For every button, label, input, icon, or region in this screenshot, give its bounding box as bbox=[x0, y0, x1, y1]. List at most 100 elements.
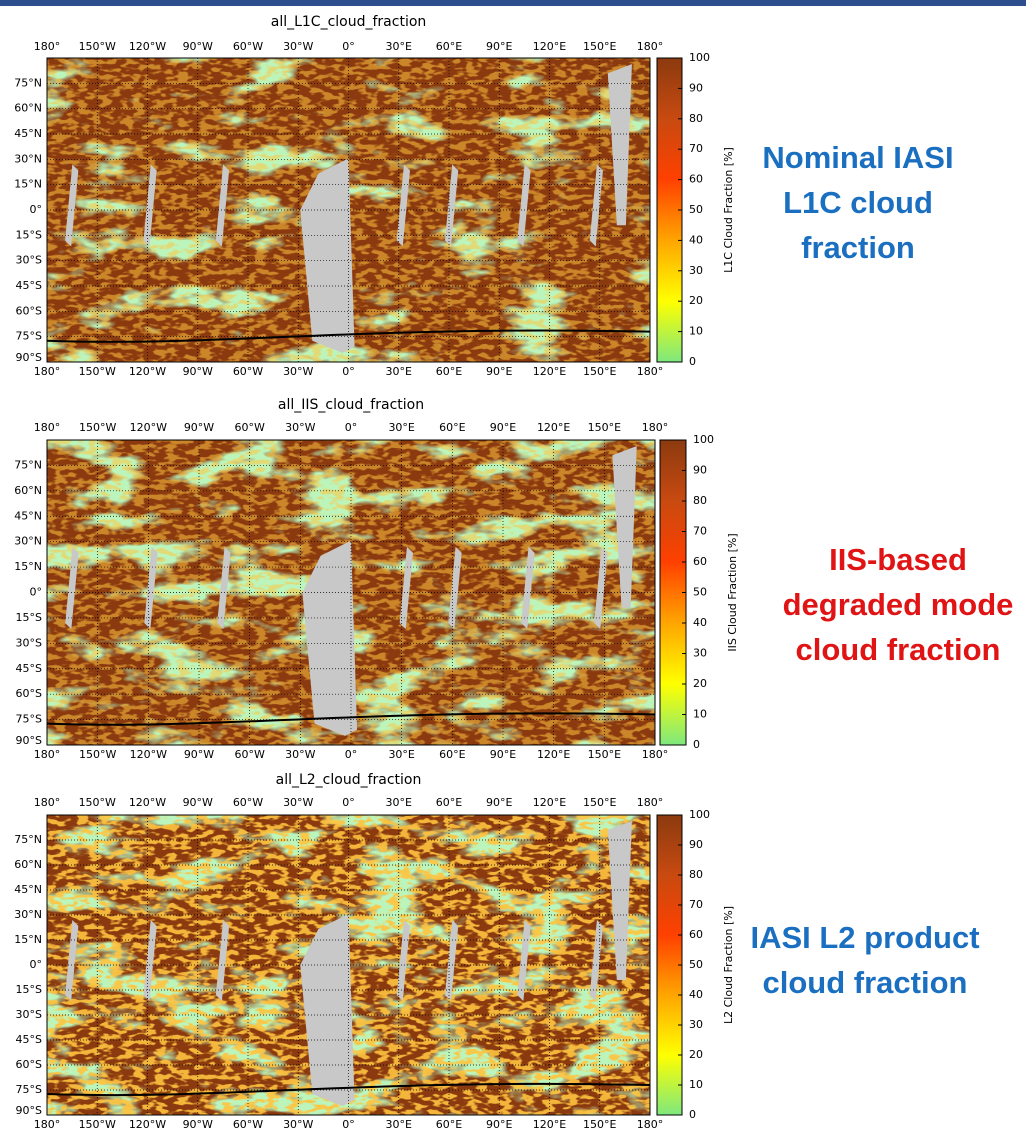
panel-title: all_L1C_cloud_fraction bbox=[271, 14, 427, 30]
colorbar-tick-label: 90 bbox=[693, 464, 707, 477]
lon-label: 0° bbox=[345, 748, 358, 761]
caption-line: cloud fraction bbox=[796, 632, 1001, 667]
lat-label: 15°S bbox=[16, 228, 42, 241]
lat-label: 45°S bbox=[16, 1033, 42, 1046]
lat-label: 0° bbox=[30, 203, 43, 216]
colorbar-tick-label: 70 bbox=[689, 142, 703, 155]
lat-label: 15°N bbox=[14, 933, 42, 946]
lat-label: 45°N bbox=[14, 127, 42, 140]
lon-label: 120°W bbox=[129, 40, 166, 53]
colorbar-label: L1C Cloud Fraction [%] bbox=[722, 147, 735, 273]
colorbar-tick-label: 0 bbox=[689, 355, 696, 368]
slide: all_L1C_cloud_fraction 180° 180° 150°W 150°W… bbox=[0, 0, 1026, 1133]
lon-label: 0° bbox=[342, 1118, 355, 1131]
colorbar-tick-label: 30 bbox=[689, 1018, 703, 1031]
colorbar-tick-label: 10 bbox=[689, 325, 703, 338]
lon-label: 30°W bbox=[285, 421, 315, 434]
colorbar-tick-label: 90 bbox=[689, 81, 703, 94]
lat-label: 15°N bbox=[14, 178, 42, 191]
lon-label: 120°W bbox=[130, 748, 167, 761]
lon-label: 180° bbox=[34, 1118, 61, 1131]
colorbar-tick-label: 30 bbox=[693, 647, 707, 660]
lon-label: 150°W bbox=[79, 421, 116, 434]
caption-line: cloud fraction bbox=[763, 965, 968, 1000]
lon-label: 90°W bbox=[183, 1118, 213, 1131]
lat-label: 45°N bbox=[14, 509, 42, 522]
lon-label: 60°W bbox=[233, 40, 263, 53]
lat-label: 30°N bbox=[14, 535, 42, 548]
lon-label: 30°W bbox=[285, 748, 315, 761]
lon-label: 150°E bbox=[583, 1118, 616, 1131]
colorbar-tick-label: 70 bbox=[693, 525, 707, 538]
lon-label: 90°W bbox=[184, 748, 214, 761]
lat-label: 75°N bbox=[14, 76, 42, 89]
lat-label: 15°S bbox=[16, 983, 42, 996]
lon-label: 90°W bbox=[183, 40, 213, 53]
lat-label: 60°N bbox=[14, 484, 42, 497]
colorbar-tick-label: 40 bbox=[689, 233, 703, 246]
lon-label: 180° bbox=[637, 365, 664, 378]
lon-label: 60°E bbox=[436, 365, 462, 378]
lon-label: 60°W bbox=[233, 796, 263, 809]
colorbar-tick-label: 100 bbox=[689, 808, 710, 821]
lon-label: 30°E bbox=[386, 40, 412, 53]
lon-label: 120°W bbox=[129, 796, 166, 809]
lon-label: 120°E bbox=[533, 796, 566, 809]
lat-label: 75°S bbox=[16, 1083, 42, 1096]
lat-label: 0° bbox=[30, 586, 43, 599]
colorbar-tick-label: 40 bbox=[693, 616, 707, 629]
panel-title: all_IIS_cloud_fraction bbox=[278, 397, 424, 413]
lat-label: 90°S bbox=[16, 1104, 42, 1117]
lat-label: 30°S bbox=[16, 1008, 42, 1021]
lat-label: 45°S bbox=[16, 279, 42, 292]
lon-label: 0° bbox=[342, 40, 355, 53]
lon-label: 150°W bbox=[79, 1118, 116, 1131]
lon-label: 180° bbox=[34, 796, 61, 809]
lat-label: 0° bbox=[30, 958, 43, 971]
lat-label: 30°N bbox=[14, 152, 42, 165]
colorbar-tick-label: 80 bbox=[693, 494, 707, 507]
caption-line: L1C cloud bbox=[783, 185, 933, 220]
lon-label: 60°E bbox=[439, 421, 465, 434]
caption-line: Nominal IASI bbox=[762, 140, 953, 175]
colorbar-tick-label: 20 bbox=[689, 294, 703, 307]
lat-label: 60°N bbox=[14, 102, 42, 115]
colorbar-tick-label: 50 bbox=[689, 203, 703, 216]
lon-label: 180° bbox=[637, 796, 664, 809]
lon-label: 150°E bbox=[583, 40, 616, 53]
lon-label: 180° bbox=[34, 748, 61, 761]
colorbar-tick-label: 10 bbox=[689, 1078, 703, 1091]
colorbar-tick-label: 20 bbox=[689, 1048, 703, 1061]
lon-label: 60°E bbox=[436, 1118, 462, 1131]
lon-label: 180° bbox=[34, 421, 61, 434]
lat-label: 30°S bbox=[16, 254, 42, 267]
page: all_L1C_cloud_fraction 180° 180° 150°W 150°W… bbox=[0, 0, 1026, 1137]
lon-label: 90°E bbox=[486, 1118, 512, 1131]
lon-label: 90°E bbox=[490, 421, 516, 434]
lon-label: 0° bbox=[345, 421, 358, 434]
lon-label: 30°E bbox=[388, 748, 414, 761]
lon-label: 90°E bbox=[490, 748, 516, 761]
colorbar-label: IIS Cloud Fraction [%] bbox=[726, 533, 739, 651]
lon-label: 90°E bbox=[486, 365, 512, 378]
lon-label: 60°W bbox=[233, 1118, 263, 1131]
lon-label: 60°W bbox=[234, 421, 264, 434]
lon-label: 60°W bbox=[234, 748, 264, 761]
colorbar-tick-label: 60 bbox=[693, 555, 707, 568]
lon-label: 30°W bbox=[283, 365, 313, 378]
lon-label: 180° bbox=[637, 40, 664, 53]
lat-label: 15°S bbox=[16, 611, 42, 624]
lon-label: 60°W bbox=[233, 365, 263, 378]
lon-label: 120°W bbox=[130, 421, 167, 434]
lon-label: 120°E bbox=[533, 1118, 566, 1131]
colorbar-label: L2 Cloud Fraction [%] bbox=[722, 906, 735, 1024]
lon-label: 150°W bbox=[79, 40, 116, 53]
colorbar-tick-label: 70 bbox=[689, 898, 703, 911]
lon-label: 60°E bbox=[436, 796, 462, 809]
colorbar-tick-label: 100 bbox=[689, 51, 710, 64]
lat-label: 60°S bbox=[16, 1058, 42, 1071]
lon-label: 90°W bbox=[183, 796, 213, 809]
colorbar-tick-label: 90 bbox=[689, 838, 703, 851]
lon-label: 30°W bbox=[283, 40, 313, 53]
colorbar-tick-label: 20 bbox=[693, 677, 707, 690]
